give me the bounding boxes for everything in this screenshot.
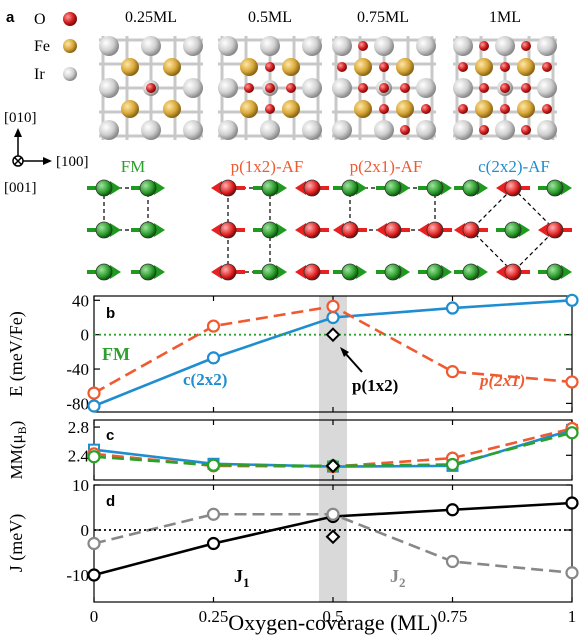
legend-o-ball — [63, 12, 77, 26]
series-label-j1: J1 — [234, 566, 250, 590]
ytick-label-c-1: 2.4 — [68, 446, 90, 465]
panel-d: d J (meV) 10 0 -10 J1 J2 0 0.25 0.5 0.75 1 Oxy… — [6, 476, 579, 635]
structure-cell-2 — [218, 36, 322, 140]
plots: b E (meV/Fe) 400-40-80 FM c(2x2) p(2x1) … — [6, 291, 579, 635]
dir-001-label: [001] — [4, 180, 37, 196]
ytick-label-b-0: 40 — [72, 291, 89, 310]
point-d-1-3 — [445, 554, 460, 569]
point-b-1-2 — [326, 299, 340, 313]
point-c-2-1 — [206, 458, 221, 472]
point-d-0-0 — [87, 568, 101, 582]
highlight-band — [319, 296, 347, 602]
point-b-0-1 — [206, 351, 221, 365]
panel-label-a: a — [6, 9, 15, 26]
point-d-1-1 — [206, 507, 221, 521]
spin-lattice-4 — [454, 179, 572, 281]
point-d-1-0 — [87, 536, 101, 551]
point-b-0-2 — [326, 310, 340, 325]
series-label-c2x2: c(2x2) — [183, 370, 227, 389]
panel-b-axes: 40 0 -40 -80 — [66, 291, 573, 413]
p1x2-pointer — [344, 352, 363, 373]
point-d-3-0 — [325, 529, 341, 545]
spin-lattice-1 — [87, 179, 165, 281]
panel-b: b E (meV/Fe) 400-40-80 FM c(2x2) p(2x1) … — [6, 291, 579, 413]
structure-cell-1 — [99, 36, 203, 140]
panel-c-axes: 2.82.4 — [68, 418, 573, 480]
x-tick-labels: 0 0.25 0.5 0.75 1 — [90, 607, 577, 626]
order-title-p2x1: p(2x1)-AF — [350, 157, 423, 176]
ytick-label-b-2: -40 — [66, 360, 89, 379]
panel-label-d: d — [106, 493, 115, 510]
panel-c-series — [87, 421, 579, 474]
panel-label-c: c — [106, 427, 114, 444]
xtick-label-4: 1 — [568, 607, 577, 626]
crystal-structures — [99, 36, 557, 140]
p1x2-pointer-head — [340, 347, 349, 357]
ytick-label-d-0: 10 — [72, 476, 89, 495]
structure-cell-4 — [453, 36, 557, 140]
series-label-j2: J2 — [390, 566, 406, 590]
dir-100-label: [100] — [56, 154, 89, 170]
panel-c-ylabel: MM(μB) — [7, 421, 29, 480]
point-c-2-3 — [445, 457, 460, 472]
point-c-2-0 — [87, 450, 101, 464]
legend-fe-label: Fe — [34, 38, 50, 55]
point-c-2-4 — [565, 426, 579, 440]
legend-ir-label: Ir — [34, 66, 45, 83]
spin-lattice-3 — [333, 179, 452, 281]
point-d-0-3 — [445, 503, 460, 517]
point-c-3-0 — [325, 458, 341, 474]
xtick-label-2: 0.5 — [322, 607, 343, 626]
ytick-label-d-1: 0 — [81, 521, 90, 540]
spin-arrangements — [87, 179, 572, 281]
atom-legend: O Fe Ir — [34, 11, 77, 83]
ytick-label-b-3: -80 — [66, 394, 89, 413]
ytick-label-c-0: 2.8 — [68, 418, 89, 437]
point-d-0-4 — [565, 496, 579, 510]
coverage-label-1: 0.25ML — [125, 9, 177, 26]
direction-axes: [010] [100] [001] — [4, 110, 89, 196]
order-title-fm: FM — [121, 157, 146, 176]
point-b-0-3 — [445, 301, 460, 315]
series-label-p2x1: p(2x1) — [478, 371, 525, 390]
legend-ir-ball — [63, 67, 77, 81]
coverage-label-4: 1ML — [489, 9, 521, 26]
ytick-label-b-1: 0 — [81, 326, 90, 345]
panel-d-axes: 10 0 -10 — [66, 476, 573, 602]
panel-label-b: b — [106, 305, 115, 322]
coverage-label-2: 0.5ML — [248, 9, 292, 26]
point-b-0-4 — [565, 293, 579, 307]
point-d-1-2 — [326, 507, 340, 521]
ytick-label-d-2: -10 — [66, 566, 89, 585]
point-b-1-3 — [445, 365, 460, 379]
order-title-p1x2: p(1x2)-AF — [231, 157, 304, 176]
coverage-label-3: 0.75ML — [357, 9, 409, 26]
panel-b-ylabel: E (meV/Fe) — [6, 311, 27, 396]
order-title-c2x2: c(2x2)-AF — [478, 157, 550, 176]
point-b-1-4 — [565, 375, 579, 389]
panel-d-series — [87, 496, 579, 582]
panel-c: c MM(μB) 2.82.4 — [7, 418, 579, 481]
point-d-1-4 — [565, 566, 579, 580]
series-label-fm: FM — [102, 344, 130, 364]
panel-b-series — [87, 293, 579, 413]
point-b-3-0 — [325, 327, 341, 343]
point-b-1-0 — [87, 386, 101, 400]
xtick-label-0: 0 — [90, 607, 99, 626]
spin-lattice-2 — [211, 179, 329, 281]
structure-cell-3 — [332, 36, 436, 140]
point-d-0-1 — [206, 536, 221, 551]
x-axis-label: Oxygen-coverage (ML) — [228, 610, 438, 635]
legend-o-label: O — [34, 11, 46, 28]
series-label-p1x2: p(1x2) — [352, 376, 398, 395]
point-b-0-0 — [87, 399, 101, 413]
dir-010-label: [010] — [4, 110, 37, 126]
xtick-label-3: 0.75 — [438, 607, 468, 626]
xtick-label-1: 0.25 — [199, 607, 229, 626]
legend-fe-ball — [63, 39, 77, 53]
panel-d-ylabel: J (meV) — [6, 514, 27, 572]
point-b-1-1 — [206, 319, 221, 333]
